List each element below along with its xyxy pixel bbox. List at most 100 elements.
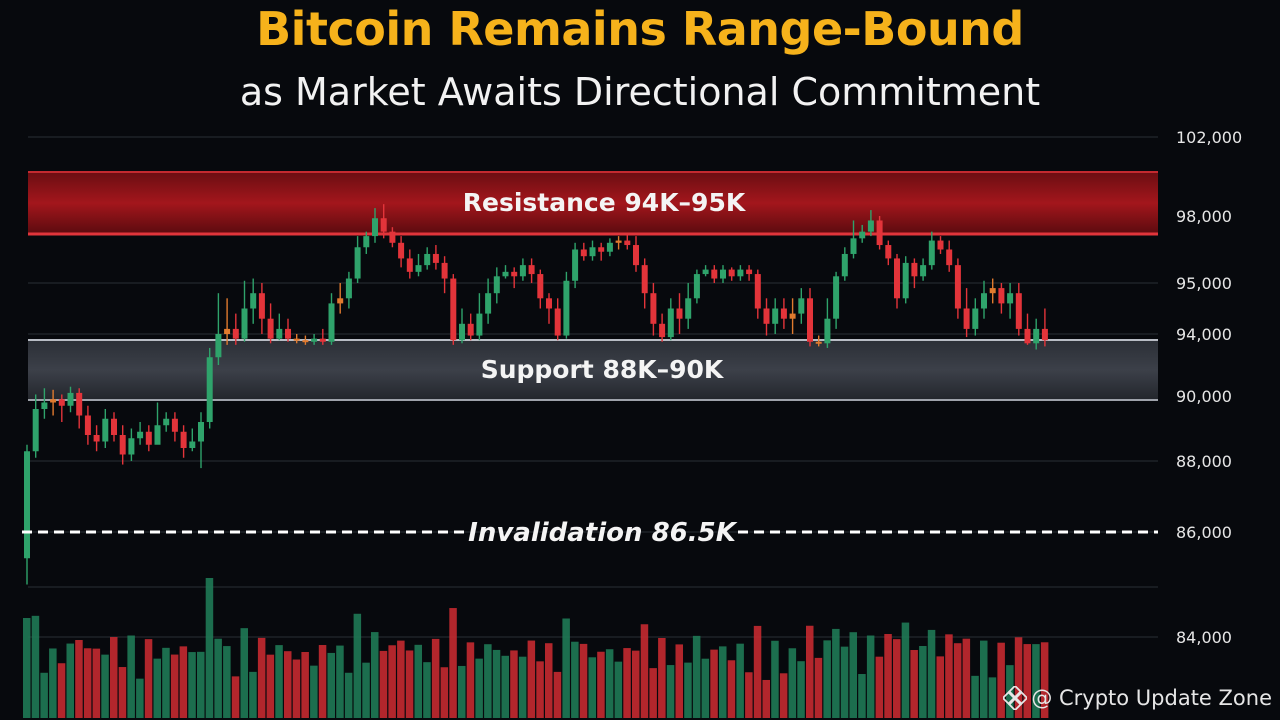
volume-bar xyxy=(466,642,475,718)
candle-body xyxy=(876,220,883,246)
volume-bar xyxy=(632,650,640,718)
candle-body xyxy=(206,357,213,422)
volume-bar xyxy=(736,643,744,718)
volume-bar xyxy=(318,645,327,718)
volume-bar xyxy=(771,640,779,718)
volume-bar xyxy=(692,635,701,718)
candle-body xyxy=(128,438,135,455)
candle-body xyxy=(1007,293,1014,304)
volume-bar xyxy=(362,662,370,718)
volume-bar xyxy=(745,672,753,718)
candle-body xyxy=(528,265,535,275)
volume-bar xyxy=(684,662,692,718)
candle-body xyxy=(728,269,735,277)
y-tick-label: 84,000 xyxy=(1176,628,1232,647)
candle-body xyxy=(754,274,761,309)
candle-body xyxy=(406,258,413,272)
volume-bar xyxy=(57,663,66,718)
candle-body xyxy=(250,293,257,309)
candle-body xyxy=(937,240,944,250)
candle-body xyxy=(198,422,204,442)
candle-body xyxy=(276,328,283,339)
volume-bar xyxy=(327,652,335,718)
candle-body xyxy=(920,265,927,277)
volume-bar xyxy=(101,654,109,718)
volume-bar xyxy=(75,640,83,718)
candle-body xyxy=(241,308,248,339)
candle-body xyxy=(615,240,622,243)
candle-body xyxy=(50,399,57,403)
candle-body xyxy=(1024,328,1031,344)
y-tick-label: 95,000 xyxy=(1176,274,1232,293)
y-tick-label: 94,000 xyxy=(1176,325,1232,344)
resistance-label: Resistance 94K–95K xyxy=(463,188,747,217)
volume-bar xyxy=(753,625,762,718)
volume-bar xyxy=(249,671,257,718)
candle-body xyxy=(171,418,178,432)
candle-body xyxy=(867,220,874,232)
candle-body xyxy=(954,265,961,309)
volume-bar xyxy=(901,622,910,718)
volume-bar xyxy=(553,671,562,718)
candle-body xyxy=(93,435,100,442)
candle-body xyxy=(702,269,709,275)
candle-body xyxy=(789,313,796,319)
volume-bar xyxy=(953,643,962,718)
volume-bar xyxy=(849,632,857,718)
volume-bar xyxy=(292,659,301,718)
volume-bar xyxy=(866,635,875,718)
volume-bar xyxy=(806,625,814,718)
volume-bar xyxy=(832,628,840,718)
candle-body xyxy=(606,242,613,252)
candle-body xyxy=(102,418,109,442)
volume-bar xyxy=(579,643,588,718)
volume-bar xyxy=(40,672,48,718)
volume-bar xyxy=(727,660,736,718)
candle-body xyxy=(720,269,726,279)
volume-bar xyxy=(127,635,135,718)
candle-body xyxy=(424,253,431,266)
candle-body xyxy=(589,247,596,257)
candle-body xyxy=(467,323,474,336)
candle-body xyxy=(293,338,300,341)
candle-body xyxy=(928,240,935,266)
candle-body xyxy=(598,247,605,252)
candle-body xyxy=(1033,328,1040,344)
candle-body xyxy=(546,298,552,309)
candle-body xyxy=(24,451,30,559)
candle-body xyxy=(345,278,352,299)
volume-bar xyxy=(588,657,596,718)
y-tick-label: 98,000 xyxy=(1176,207,1232,226)
candle-body xyxy=(989,288,996,294)
candle-body xyxy=(911,262,918,277)
volume-bar xyxy=(1023,644,1031,718)
volume-bar xyxy=(405,650,414,718)
candle-body xyxy=(372,218,378,237)
volume-bar xyxy=(336,645,344,718)
candle-body xyxy=(58,399,65,406)
candle-body xyxy=(232,328,239,339)
volume-bar xyxy=(136,678,144,718)
candle-body xyxy=(41,402,48,409)
volume-bar xyxy=(597,651,605,718)
candle-body xyxy=(441,262,448,279)
volume-bar xyxy=(701,658,710,718)
volume-bar xyxy=(719,646,727,718)
volume-bar xyxy=(449,608,457,718)
support-label: Support 88K–90K xyxy=(481,355,725,384)
volume-bar xyxy=(66,643,74,718)
volume-bar xyxy=(353,613,362,718)
candle-body xyxy=(380,218,387,232)
candle-body xyxy=(163,418,170,426)
volume-bar xyxy=(214,638,222,718)
candle-body xyxy=(267,318,274,339)
candle-body xyxy=(798,298,805,314)
volume-bar xyxy=(840,646,849,718)
volume-bar xyxy=(240,628,248,718)
volume-bar xyxy=(518,656,527,718)
candle-body xyxy=(493,276,500,294)
candle-body xyxy=(502,271,509,277)
volume-bar xyxy=(431,638,440,718)
candle-body xyxy=(485,293,492,314)
